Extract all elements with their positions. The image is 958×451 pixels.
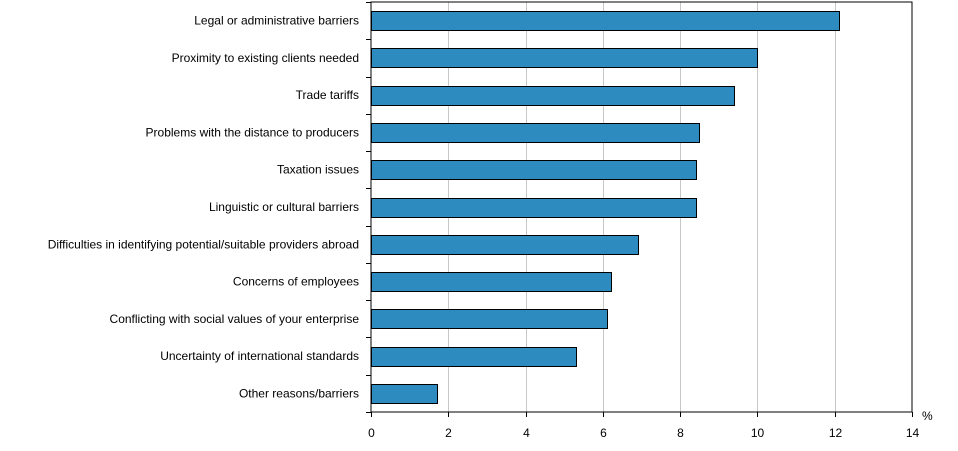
bar xyxy=(371,48,758,68)
category-label: Legal or administrative barriers xyxy=(194,14,359,28)
category-label: Trade tariffs xyxy=(296,88,359,102)
category-label: Taxation issues xyxy=(277,163,359,177)
bar xyxy=(371,272,612,292)
category-labels: Legal or administrative barriers Proximit… xyxy=(48,14,360,401)
axes xyxy=(370,1,913,413)
x-tick-label: 6 xyxy=(600,426,607,440)
bar xyxy=(371,309,608,329)
category-label: Linguistic or cultural barriers xyxy=(209,200,359,214)
category-label: Difficulties in identifying potential/su… xyxy=(48,237,359,251)
category-label: Conflicting with social values of your e… xyxy=(110,312,360,326)
bar xyxy=(371,347,577,367)
x-tick-label: 0 xyxy=(368,426,375,440)
bar xyxy=(371,198,697,218)
bar xyxy=(371,384,438,404)
plot-frame xyxy=(370,1,913,413)
category-label: Proximity to existing clients needed xyxy=(172,51,359,65)
category-label: Concerns of employees xyxy=(233,275,359,289)
bar xyxy=(371,86,735,106)
x-tick-label: 12 xyxy=(829,426,843,440)
x-tick-label: 14 xyxy=(906,426,920,440)
bar xyxy=(371,11,840,31)
category-label: Problems with the distance to producers xyxy=(146,125,359,139)
bar xyxy=(371,123,700,143)
bar xyxy=(371,160,697,180)
category-label: Uncertainty of international standards xyxy=(160,349,359,363)
x-tick-label: 2 xyxy=(445,426,452,440)
x-tick-label: 8 xyxy=(677,426,684,440)
bar xyxy=(371,235,639,255)
unit-label: % xyxy=(922,409,933,423)
x-tick-label: 4 xyxy=(523,426,530,440)
x-tick-label: 10 xyxy=(751,426,765,440)
x-axis-ticks: 0 2 4 6 8 10 12 14 xyxy=(368,412,919,440)
category-label: Other reasons/barriers xyxy=(239,386,359,400)
bars xyxy=(371,11,840,404)
